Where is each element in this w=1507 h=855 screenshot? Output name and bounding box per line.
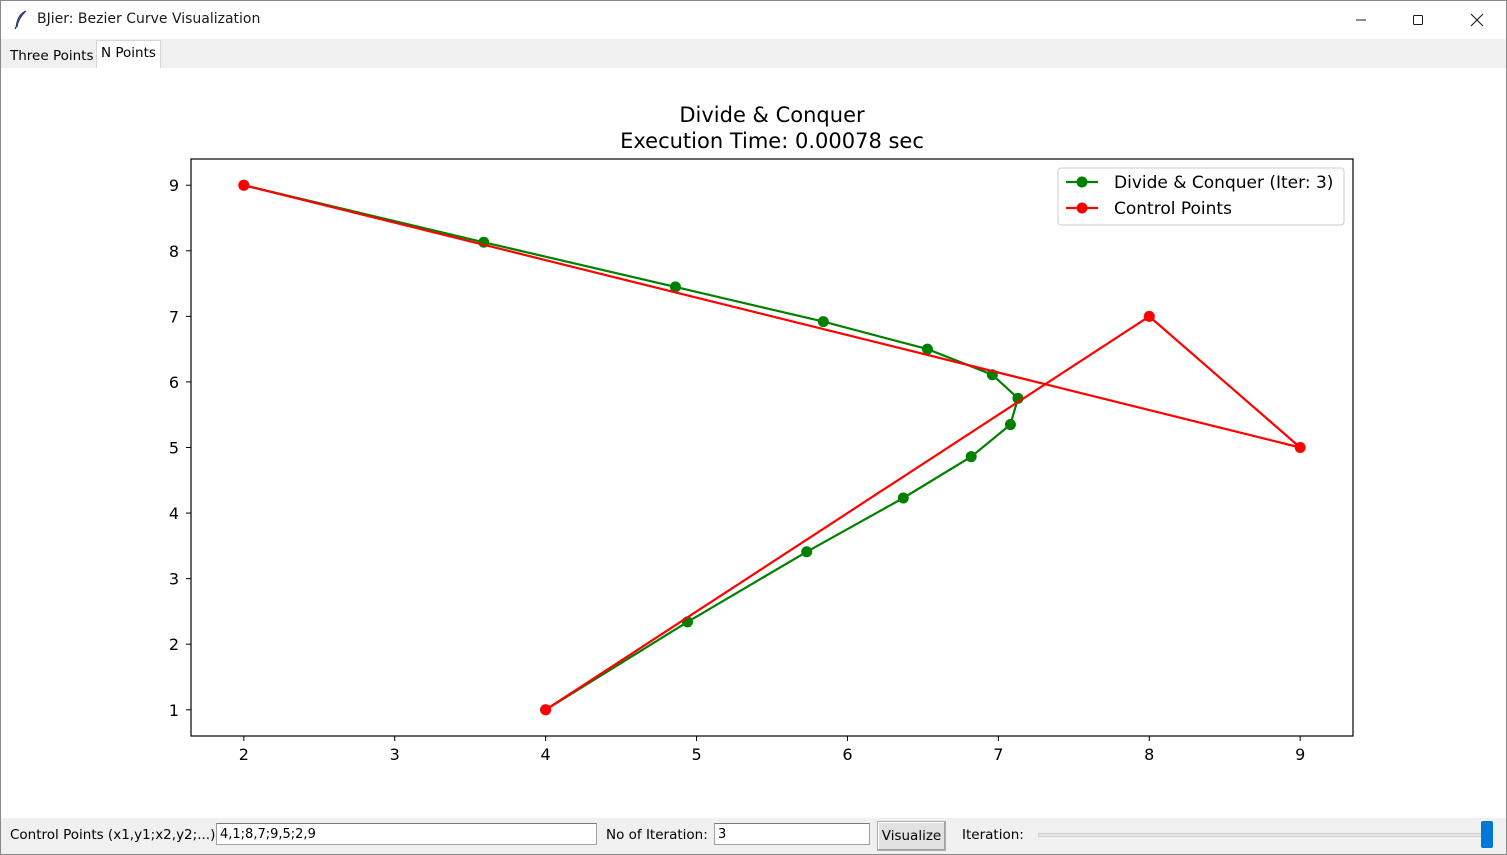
control-point (1294, 442, 1306, 453)
iteration-slider-track[interactable] (1038, 833, 1493, 837)
x-tick-label: 5 (691, 745, 701, 764)
curve-point (965, 451, 977, 463)
series-line-control-points (243, 184, 1301, 711)
minimize-icon (1356, 19, 1366, 21)
x-tick-label: 8 (1144, 745, 1154, 764)
legend-label: Divide & Conquer (Iter: 3) (1114, 173, 1333, 193)
control-points-label: Control Points (x1,y1;x2,y2;...): (10, 827, 220, 843)
chart-subtitle: Execution Time: 0.00078 sec (620, 129, 924, 153)
control-point (540, 704, 552, 716)
iterations-label: No of Iteration: (606, 827, 708, 843)
legend-swatch-marker (1076, 176, 1088, 188)
y-tick-label: 2 (169, 635, 179, 654)
y-tick-label: 5 (169, 439, 179, 458)
series-line-divide-conquer (243, 184, 1020, 711)
tab-n-points[interactable]: N Points (96, 40, 161, 69)
close-icon (1470, 13, 1484, 27)
control-point (238, 179, 250, 191)
legend-label: Control Points (1114, 199, 1232, 219)
minimize-button[interactable] (1332, 1, 1390, 39)
iteration-slider-thumb[interactable] (1481, 821, 1493, 848)
curve-point (669, 281, 681, 293)
x-tick-label: 3 (390, 745, 400, 764)
control-panel: Control Points (x1,y1;x2,y2;...): No of … (1, 818, 1506, 854)
control-point (1143, 310, 1155, 322)
x-tick-label: 7 (993, 745, 1003, 764)
y-tick-label: 3 (169, 570, 179, 589)
x-tick-label: 6 (842, 745, 852, 764)
visualize-button[interactable]: Visualize (877, 821, 946, 851)
curve-point (921, 343, 933, 355)
iteration-slider-label: Iteration: (962, 827, 1024, 843)
maximize-icon (1413, 15, 1423, 25)
maximize-button[interactable] (1389, 1, 1447, 39)
y-tick-label: 1 (169, 701, 179, 720)
plot-frame (190, 158, 1354, 737)
y-tick-label: 6 (169, 373, 179, 392)
x-tick-label: 2 (239, 745, 249, 764)
plot-canvas: Divide & Conquer Execution Time: 0.00078… (1, 68, 1506, 818)
control-points-input[interactable] (216, 823, 597, 845)
curve-point (897, 492, 909, 504)
legend-swatch-marker (1076, 202, 1088, 214)
y-tick-label: 8 (169, 242, 179, 261)
tab-three-points[interactable]: Three Points (6, 45, 98, 68)
x-tick-label: 9 (1295, 745, 1305, 764)
curve-point (817, 316, 829, 328)
x-tick-label: 4 (541, 745, 551, 764)
iterations-input[interactable] (714, 823, 870, 845)
curve-point (801, 546, 813, 558)
title-bar: BJier: Bezier Curve Visualization (1, 1, 1506, 39)
close-button[interactable] (1448, 1, 1506, 39)
y-tick-label: 4 (169, 504, 179, 523)
curve-point (1004, 419, 1016, 431)
chart-title: Divide & Conquer (679, 103, 865, 127)
y-tick-label: 7 (169, 307, 179, 326)
tab-bar: Three Points N Points (1, 39, 1506, 69)
feather-icon (13, 10, 29, 30)
legend-box (1057, 167, 1345, 226)
bezier-chart: Divide & Conquer Execution Time: 0.00078… (169, 103, 1354, 764)
window-title: BJier: Bezier Curve Visualization (37, 11, 261, 27)
y-tick-label: 9 (169, 176, 179, 195)
